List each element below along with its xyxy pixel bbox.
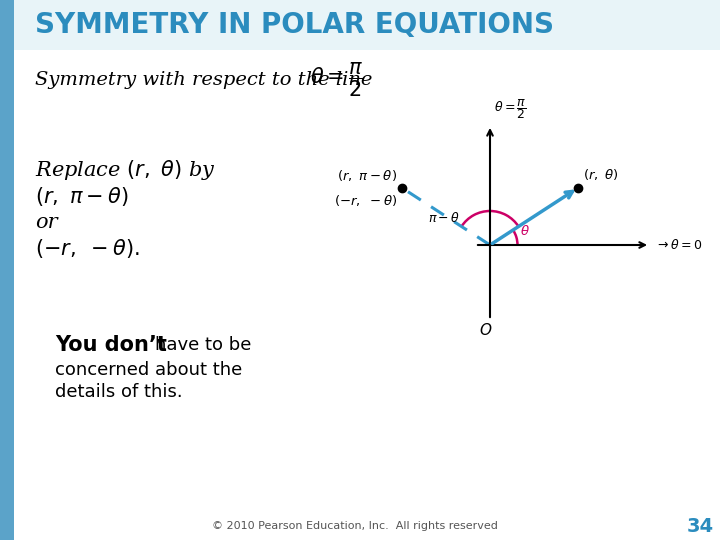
Text: $\theta = \dfrac{\pi}{2}$: $\theta = \dfrac{\pi}{2}$	[494, 97, 527, 121]
Text: Symmetry with respect to the line: Symmetry with respect to the line	[35, 71, 385, 89]
Text: $\pi-\theta$: $\pi-\theta$	[428, 211, 460, 225]
Text: $O$: $O$	[480, 322, 492, 338]
Text: or: or	[35, 213, 58, 232]
Text: SYMMETRY IN POLAR EQUATIONS: SYMMETRY IN POLAR EQUATIONS	[35, 11, 554, 39]
Text: have to be: have to be	[155, 336, 251, 354]
Text: 34: 34	[686, 516, 714, 536]
Text: $\theta = \dfrac{\pi}{2}$: $\theta = \dfrac{\pi}{2}$	[310, 60, 364, 99]
Text: You don’t: You don’t	[55, 335, 167, 355]
Text: details of this.: details of this.	[55, 383, 183, 401]
Bar	[0, 0, 14, 540]
Text: $\rightarrow\theta = 0$: $\rightarrow\theta = 0$	[655, 238, 703, 252]
Text: $(-r,\ -\theta).$: $(-r,\ -\theta).$	[35, 237, 140, 260]
Bar	[14, 0, 720, 50]
Text: $(r,\ \pi-\theta)$: $(r,\ \pi-\theta)$	[337, 168, 397, 183]
Text: Replace $(r,\ \theta)$ by: Replace $(r,\ \theta)$ by	[35, 158, 216, 182]
Text: © 2010 Pearson Education, Inc.  All rights reserved: © 2010 Pearson Education, Inc. All right…	[212, 521, 498, 531]
Text: $(r,\ \pi - \theta)$: $(r,\ \pi - \theta)$	[35, 186, 129, 208]
Text: $(r,\ \theta)$: $(r,\ \theta)$	[583, 167, 619, 182]
Text: $(-r,\ -\theta)$: $(-r,\ -\theta)$	[334, 193, 397, 208]
Text: concerned about the: concerned about the	[55, 361, 242, 379]
Text: $\theta$: $\theta$	[520, 224, 530, 238]
